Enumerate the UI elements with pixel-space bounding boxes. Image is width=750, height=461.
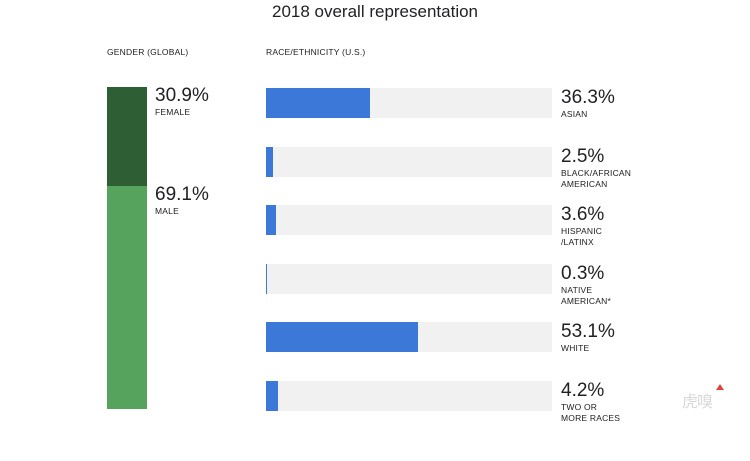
- race-label-group: 53.1% WHITE: [561, 321, 615, 354]
- chart-title: 2018 overall representation: [271, 2, 479, 21]
- race-bar-track: [266, 88, 552, 118]
- gender-section-label: GENDER (GLOBAL): [107, 47, 189, 57]
- watermark: 虎嗅: [682, 392, 713, 411]
- gender-bar-segment-female: [107, 87, 147, 186]
- gender-value-label: 30.9%: [155, 85, 209, 106]
- race-value-label: 4.2%: [561, 380, 605, 401]
- race-bar: [266, 264, 267, 294]
- race-category-label: WHITE: [561, 343, 590, 353]
- race-bar-track: [266, 205, 552, 235]
- race-bar: [266, 322, 418, 352]
- race-section-label: RACE/ETHNICITY (U.S.): [266, 47, 366, 57]
- race-value-label: 53.1%: [561, 321, 615, 342]
- race-value-label: 2.5%: [561, 146, 605, 167]
- race-label-group: 4.2% TWO OR MORE RACES: [561, 380, 620, 424]
- gender-label-female: 30.9% FEMALE: [155, 85, 209, 118]
- race-category-label: ASIAN: [561, 109, 588, 119]
- race-category-label: TWO OR MORE RACES: [561, 402, 621, 423]
- gender-bar-segment-male: [107, 186, 147, 409]
- race-label-group: 3.6% HISPANIC /LATINX: [561, 204, 604, 248]
- gender-stacked-bar: [107, 87, 147, 409]
- race-bar: [266, 147, 274, 177]
- race-category-label: BLACK/AFRICAN AMERICAN: [561, 168, 632, 189]
- race-label-group: 2.5% BLACK/AFRICAN AMERICAN: [561, 146, 631, 190]
- gender-value-label: 69.1%: [155, 184, 209, 205]
- race-value-label: 0.3%: [561, 263, 605, 284]
- race-bar-track: [266, 147, 552, 177]
- race-category-label: HISPANIC /LATINX: [561, 226, 603, 247]
- race-bar: [266, 205, 277, 235]
- race-label-group: 36.3% ASIAN: [561, 87, 615, 120]
- gender-label-male: 69.1% MALE: [155, 184, 209, 217]
- race-category-label: NATIVE AMERICAN*: [561, 285, 611, 306]
- race-label-group: 0.3% NATIVE AMERICAN*: [561, 263, 611, 307]
- gender-category-label: FEMALE: [155, 107, 191, 117]
- race-value-label: 36.3%: [561, 87, 615, 108]
- race-value-label: 3.6%: [561, 204, 605, 225]
- race-bar: [266, 381, 278, 411]
- race-bar-track: [266, 264, 552, 294]
- race-bar: [266, 88, 370, 118]
- race-bar-track: [266, 381, 552, 411]
- gender-category-label: MALE: [155, 206, 179, 216]
- watermark-mark-icon: [716, 384, 724, 390]
- race-bar-track: [266, 322, 552, 352]
